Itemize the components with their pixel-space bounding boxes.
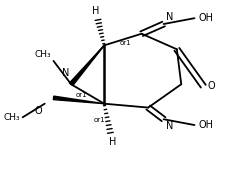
Text: H: H xyxy=(109,137,116,147)
Text: or1: or1 xyxy=(119,40,131,46)
Text: N: N xyxy=(165,12,172,22)
Text: O: O xyxy=(35,106,42,116)
Polygon shape xyxy=(53,96,104,104)
Text: N: N xyxy=(61,68,69,78)
Text: OH: OH xyxy=(198,13,213,23)
Text: or1: or1 xyxy=(94,117,105,123)
Text: N: N xyxy=(165,121,172,131)
Text: O: O xyxy=(207,81,214,91)
Text: H: H xyxy=(91,6,99,16)
Text: OH: OH xyxy=(198,120,213,130)
Text: CH₃: CH₃ xyxy=(34,50,51,59)
Text: or1: or1 xyxy=(75,92,87,98)
Polygon shape xyxy=(69,45,104,85)
Text: CH₃: CH₃ xyxy=(4,113,20,122)
